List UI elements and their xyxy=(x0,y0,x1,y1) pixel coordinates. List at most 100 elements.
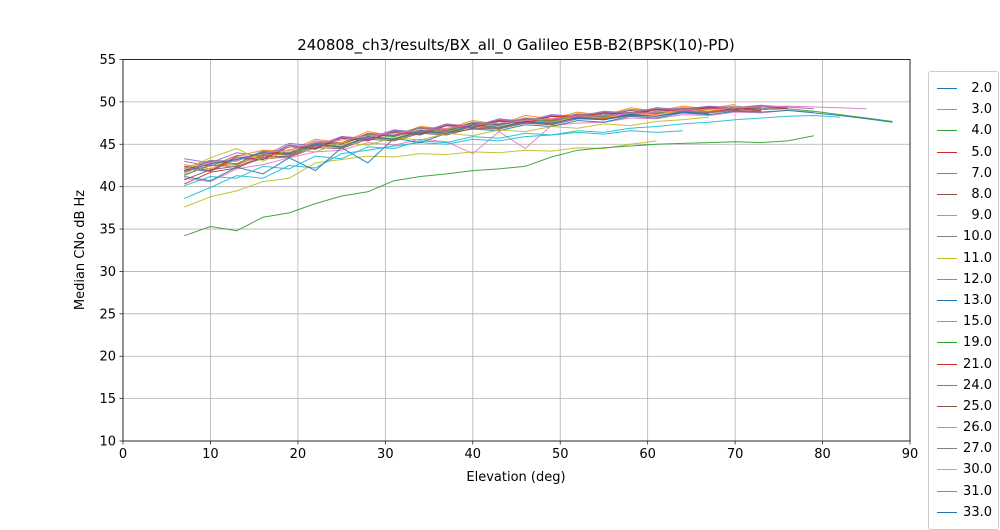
legend-item-9.0: 9.0 xyxy=(929,205,998,226)
legend-item-10.0: 10.0 xyxy=(929,226,998,247)
legend-label: 2.0 xyxy=(971,81,992,97)
y-tick-label: 45 xyxy=(99,138,116,153)
legend-line-swatch xyxy=(937,130,957,132)
legend-line-swatch xyxy=(937,469,957,471)
y-tick-label: 50 xyxy=(99,95,116,110)
legend-line-swatch xyxy=(937,299,957,301)
legend-box: 2.0 3.0 4.0 5.0 7.0 8.0 9.0 10.0 11.0 12.0 13.0 15.… xyxy=(928,71,999,530)
series-line-13.0 xyxy=(184,109,893,182)
legend-item-5.0: 5.0 xyxy=(929,142,998,163)
x-tick-label: 70 xyxy=(727,447,744,462)
x-axis-label: Elevation (deg) xyxy=(466,470,565,485)
x-tick-label: 60 xyxy=(639,447,656,462)
legend-item-7.0: 7.0 xyxy=(929,163,998,184)
legend-item-21.0: 21.0 xyxy=(929,353,998,374)
y-axis-label: Median CNo dB Hz xyxy=(73,190,88,310)
legend-label: 11.0 xyxy=(963,250,992,266)
legend-item-24.0: 24.0 xyxy=(929,375,998,396)
legend-line-swatch xyxy=(937,215,957,217)
y-tick-label: 55 xyxy=(99,53,116,68)
legend-label: 8.0 xyxy=(971,187,992,203)
legend-item-26.0: 26.0 xyxy=(929,417,998,438)
legend-line-swatch xyxy=(937,278,957,280)
legend-line-swatch xyxy=(937,321,957,323)
legend-item-11.0: 11.0 xyxy=(929,248,998,269)
x-tick-label: 50 xyxy=(552,447,569,462)
legend-label: 9.0 xyxy=(971,208,992,224)
legend-line-swatch xyxy=(937,427,957,429)
legend-line-swatch xyxy=(937,109,957,111)
legend-label: 25.0 xyxy=(963,398,992,414)
legend-label: 5.0 xyxy=(971,144,992,160)
legend-item-3.0: 3.0 xyxy=(929,99,998,120)
legend-line-swatch xyxy=(937,342,957,344)
x-tick-label: 80 xyxy=(814,447,831,462)
legend-item-31.0: 31.0 xyxy=(929,481,998,502)
legend-line-swatch xyxy=(937,172,957,174)
legend-line-swatch xyxy=(937,384,957,386)
series-line-12.0 xyxy=(184,130,683,199)
y-tick-label: 40 xyxy=(99,180,116,195)
legend-line-swatch xyxy=(937,151,957,153)
series-line-11.0 xyxy=(184,140,657,208)
legend-item-2.0: 2.0 xyxy=(929,78,998,99)
legend-item-4.0: 4.0 xyxy=(929,120,998,141)
legend-line-swatch xyxy=(937,363,957,365)
legend-label: 13.0 xyxy=(963,292,992,308)
legend-item-30.0: 30.0 xyxy=(929,459,998,480)
series-lines xyxy=(183,103,893,237)
legend-item-25.0: 25.0 xyxy=(929,396,998,417)
series-line-15.0 xyxy=(184,104,762,174)
series-line-27.0 xyxy=(184,109,736,177)
legend-line-swatch xyxy=(937,448,957,450)
legend-label: 27.0 xyxy=(963,441,992,457)
legend-label: 4.0 xyxy=(971,123,992,139)
y-tick-label: 35 xyxy=(99,223,116,238)
legend-label: 12.0 xyxy=(963,271,992,287)
y-tick-label: 25 xyxy=(99,307,116,322)
legend-line-swatch xyxy=(937,257,957,259)
series-line-33.0 xyxy=(184,111,709,172)
x-tick-label: 30 xyxy=(377,447,394,462)
y-tick-label: 20 xyxy=(99,350,116,365)
x-tick-label: 90 xyxy=(902,447,919,462)
plot-frame xyxy=(122,59,911,442)
legend-label: 21.0 xyxy=(963,356,992,372)
chart-title: 240808_ch3/results/BX_all_0 Galileo E5B-… xyxy=(297,36,735,55)
y-tick-label: 15 xyxy=(99,392,116,407)
legend-label: 31.0 xyxy=(963,483,992,499)
legend-line-swatch xyxy=(937,236,957,238)
legend-label: 15.0 xyxy=(963,314,992,330)
legend-item-27.0: 27.0 xyxy=(929,438,998,459)
x-tick-label: 40 xyxy=(465,447,482,462)
series-line-26.0 xyxy=(184,105,867,173)
legend-item-8.0: 8.0 xyxy=(929,184,998,205)
figure-canvas: { "figure": { "title": "240808_ch3/resul… xyxy=(73,36,999,530)
legend-item-19.0: 19.0 xyxy=(929,332,998,353)
legend-label: 30.0 xyxy=(963,462,992,478)
chart-canvas: 240808_ch3/results/BX_all_0 Galileo E5B-… xyxy=(73,36,918,485)
legend-label: 24.0 xyxy=(963,377,992,393)
legend-item-12.0: 12.0 xyxy=(929,269,998,290)
series-line-19.0 xyxy=(184,135,814,237)
legend-label: 26.0 xyxy=(963,420,992,436)
legend-label: 7.0 xyxy=(971,165,992,181)
legend-label: 3.0 xyxy=(971,102,992,118)
axis-ticks xyxy=(119,59,911,445)
legend-line-swatch xyxy=(937,490,957,492)
legend-line-swatch xyxy=(937,88,957,90)
x-tick-label: 0 xyxy=(119,447,127,462)
x-tick-label: 20 xyxy=(290,447,307,462)
legend-line-swatch xyxy=(937,511,957,513)
legend-item-13.0: 13.0 xyxy=(929,290,998,311)
grid-lines xyxy=(122,59,911,442)
legend-line-swatch xyxy=(937,405,957,407)
series-line-31.0 xyxy=(184,115,841,187)
y-tick-label: 30 xyxy=(99,265,116,280)
legend-label: 19.0 xyxy=(963,335,992,351)
legend-line-swatch xyxy=(937,194,957,196)
x-tick-label: 10 xyxy=(202,447,219,462)
legend-label: 10.0 xyxy=(963,229,992,245)
legend-item-33.0: 33.0 xyxy=(929,502,998,523)
